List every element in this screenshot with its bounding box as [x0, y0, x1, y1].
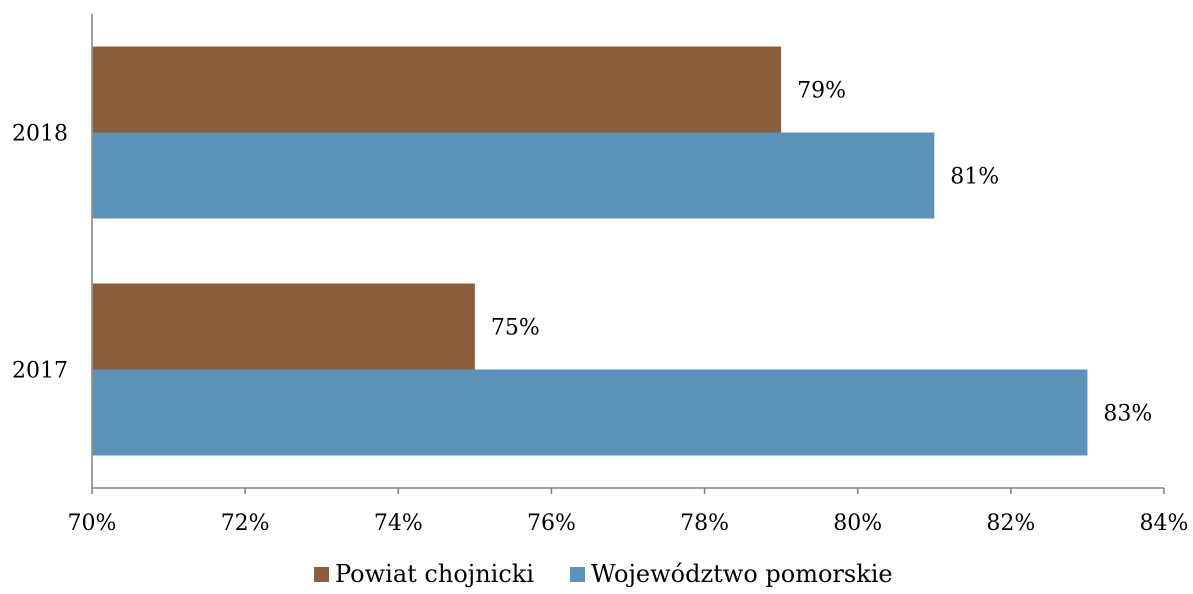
x-ticks-group: 70% 72% 74% 76% 78% 80% 82% 84%	[68, 488, 1189, 536]
x-tick-label: 78%	[680, 511, 729, 536]
x-tick-label: 74%	[374, 511, 423, 536]
x-tick-label: 72%	[221, 511, 270, 536]
legend-swatch	[570, 567, 585, 582]
bars-group	[92, 46, 1088, 456]
bar-2018-wojewodztwo	[92, 132, 935, 219]
x-tick-label: 70%	[68, 511, 117, 536]
bar-2018-powiat	[92, 46, 782, 133]
legend: Powiat chojnicki Województwo pomorskie	[314, 560, 893, 588]
x-tick-label: 80%	[833, 511, 882, 536]
category-label: 2018	[12, 122, 68, 147]
category-label: 2017	[12, 359, 68, 384]
data-label: 83%	[1103, 402, 1152, 427]
data-label: 79%	[797, 79, 846, 104]
x-tick-label: 82%	[986, 511, 1035, 536]
x-tick-label: 76%	[527, 511, 576, 536]
category-labels-group: 2018 2017	[12, 122, 68, 384]
legend-label: Powiat chojnicki	[335, 560, 534, 588]
legend-label: Województwo pomorskie	[591, 560, 893, 588]
legend-swatch	[314, 567, 329, 582]
data-label: 81%	[950, 165, 999, 190]
bar-2017-powiat	[92, 283, 475, 370]
data-label: 75%	[491, 316, 540, 341]
data-labels-group: 79% 81% 75% 83%	[491, 79, 1152, 427]
x-tick-label: 84%	[1140, 511, 1189, 536]
bar-2017-wojewodztwo	[92, 369, 1088, 456]
